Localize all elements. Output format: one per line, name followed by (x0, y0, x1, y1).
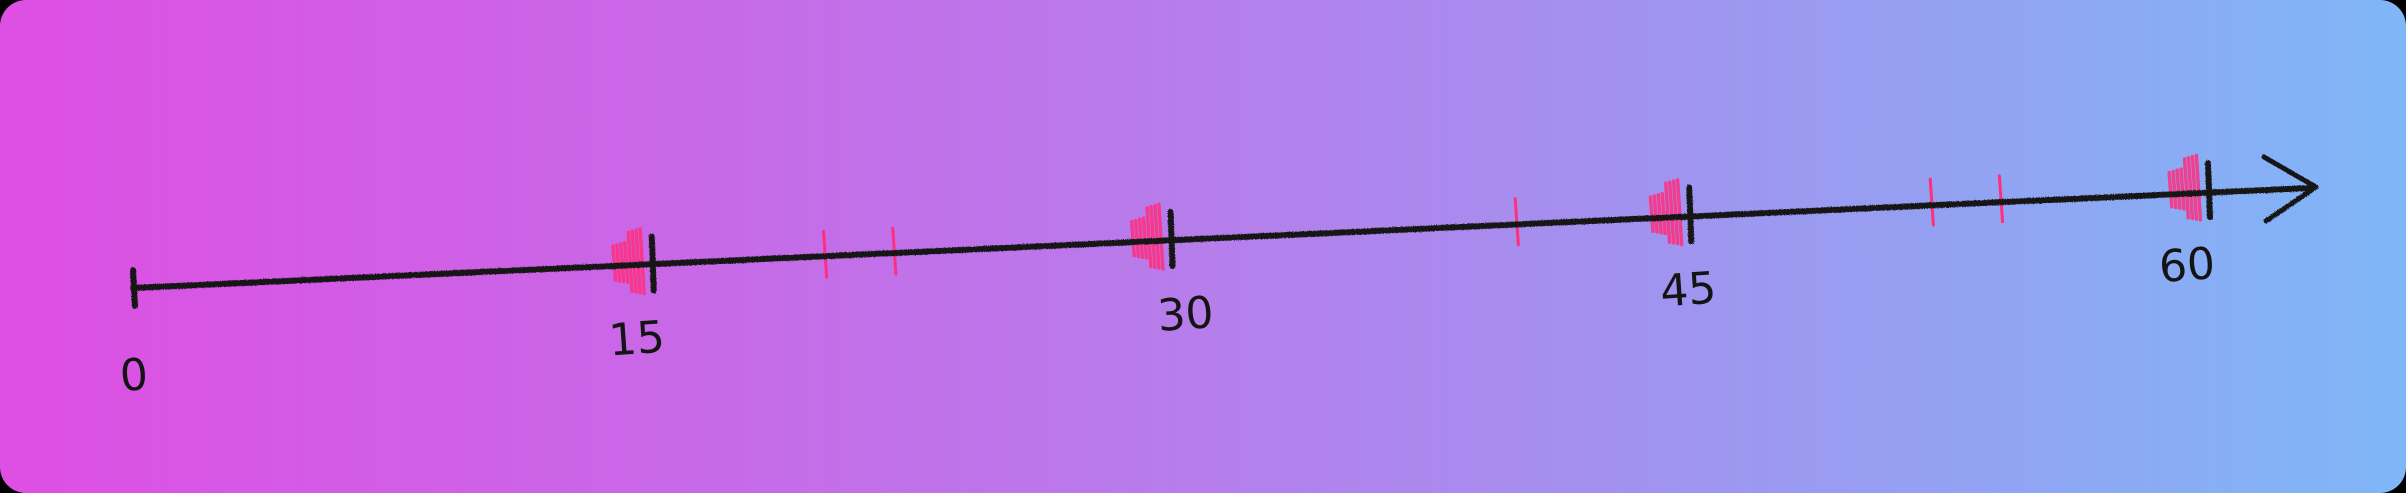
tick-label-0: 0 (118, 349, 149, 402)
line-layer (130, 154, 2319, 309)
highlight-mark-30 (1129, 202, 1165, 271)
labels-layer: 0 15 30 45 60 (118, 238, 2216, 402)
highlight-mark-15 (611, 227, 646, 296)
tick-30 (1167, 209, 1176, 269)
axis-line (130, 185, 2313, 291)
tick-45 (1686, 184, 1695, 245)
arrow-head (2261, 154, 2319, 224)
tick-label-60: 60 (2157, 238, 2216, 293)
tick-label-15: 15 (607, 312, 666, 367)
highlight-mark-60 (2167, 153, 2203, 222)
minor-mark-52 (1928, 177, 1935, 227)
tick-label-30: 30 (1156, 287, 1215, 342)
tick-0 (130, 267, 138, 309)
minor-mark-54 (1997, 174, 2005, 224)
tick-label-45: 45 (1659, 263, 1718, 318)
tick-60 (2205, 160, 2213, 220)
tick-15 (648, 233, 657, 294)
highlight-mark-45 (1648, 178, 1684, 247)
marks-layer (611, 153, 2203, 296)
